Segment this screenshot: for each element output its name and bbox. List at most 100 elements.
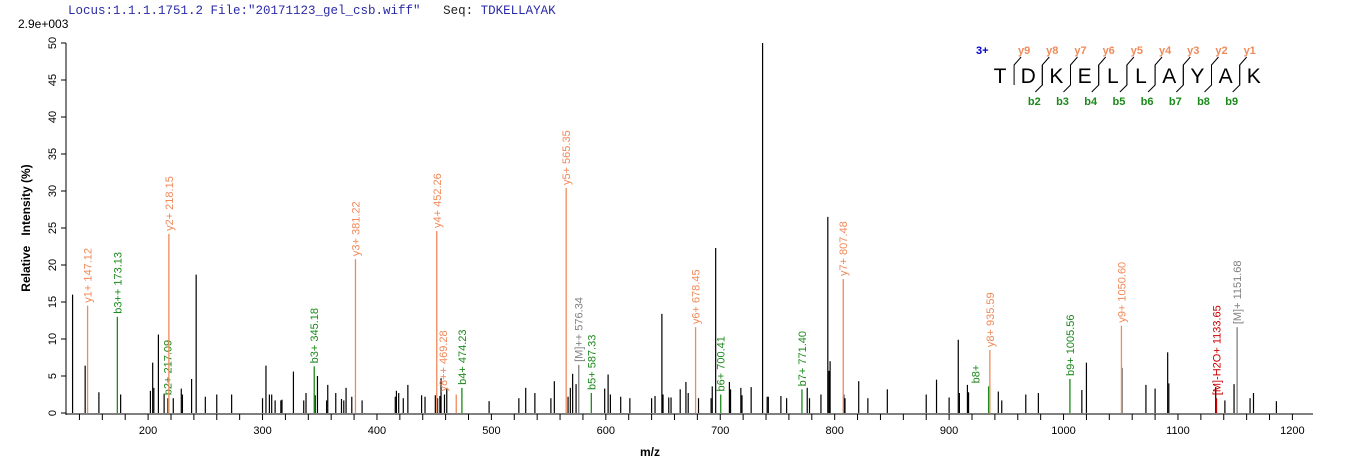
axes: 0 5 10 15 20 25 30 35 40 45 50 200 300 400 500 600 700 80… — [47, 37, 1313, 437]
peak-label: b5+ 587.33 — [586, 335, 598, 390]
b-ion-label: b5 — [1112, 96, 1125, 108]
b-ion-label: b9 — [1225, 96, 1238, 108]
x-tick-label: 1200 — [1280, 425, 1304, 437]
b-cleavage-mark — [1147, 65, 1156, 93]
residue: E — [1078, 65, 1092, 88]
x-tick-label: 500 — [482, 425, 500, 437]
y-ion-label: y8 — [1046, 45, 1058, 57]
peak-label: y8++ 469.28 — [438, 330, 450, 391]
y-tick-label: 30 — [47, 185, 59, 197]
y-axis-label: Relative Intensity (%) — [19, 164, 33, 291]
b-ion-label: b6 — [1141, 96, 1154, 108]
y-tick-label: 20 — [47, 259, 59, 271]
y-tick-label: 40 — [47, 111, 59, 123]
y-ion-label: y1 — [1244, 45, 1256, 57]
residue: L — [1135, 65, 1147, 88]
seq-label: Seq: — [443, 4, 481, 18]
x-tick-label: 1000 — [1051, 425, 1075, 437]
y-ion-label: y9 — [1018, 45, 1030, 57]
y-ion-label: y4 — [1159, 45, 1172, 57]
peak-label: b7+ 771.40 — [797, 331, 809, 386]
y-cleavage-mark — [1126, 56, 1135, 85]
peak-label: [M]++ 576.34 — [574, 297, 586, 362]
b-cleavage-mark — [1232, 65, 1241, 93]
y-tick-label: 15 — [47, 296, 59, 308]
residue: A — [1219, 65, 1233, 88]
peak-label: b3++ 173.13 — [112, 252, 124, 314]
x-tick-label: 700 — [711, 425, 729, 437]
peak-label: [M]+ 1151.68 — [1232, 260, 1244, 324]
x-tick-label: 300 — [253, 425, 271, 437]
x-tick-label: 600 — [597, 425, 615, 437]
peak-label: [M]-H2O+ 1133.65 — [1211, 305, 1223, 395]
x-axis-label: m/z — [640, 445, 660, 459]
peak-label: y7+ 807.48 — [838, 221, 850, 276]
residue: T — [994, 65, 1007, 88]
sequence-fragment-map: 3+T D K E L L A Y A Ky9 y8b2y7b3y6b4y5b5y4b6y3b7y2… — [976, 45, 1261, 108]
residue: K — [1247, 65, 1261, 88]
y-ion-label: y3 — [1187, 45, 1199, 57]
b-cleavage-mark — [1119, 65, 1128, 93]
y-cleavage-mark — [1154, 56, 1163, 85]
peak-label: y9+ 1050.60 — [1116, 262, 1128, 323]
y-cleavage-mark — [1182, 56, 1191, 85]
peak-label: b4+ 474.23 — [457, 329, 469, 384]
y-tick-label: 35 — [47, 148, 59, 160]
residue: K — [1049, 65, 1063, 88]
y-tick-label: 0 — [47, 410, 59, 416]
b-cleavage-mark — [1034, 65, 1043, 93]
y-cleavage-mark — [1070, 56, 1078, 85]
peak-label: y1+ 147.12 — [83, 248, 95, 303]
peak-label: y6+ 678.45 — [691, 269, 703, 324]
y-tick-label: 5 — [47, 373, 59, 379]
residue: A — [1162, 65, 1176, 88]
y-ion-label: y5 — [1131, 45, 1143, 57]
locus-file-text: Locus:1.1.1.1751.2 File:"20171123_gel_cs… — [68, 4, 421, 18]
y-cleavage-mark — [1098, 56, 1107, 85]
b-cleavage-mark — [1175, 65, 1184, 93]
y-tick-label: 10 — [47, 333, 59, 345]
b-ion-label: b3 — [1056, 96, 1069, 108]
residue: D — [1021, 65, 1036, 88]
b-cleavage-mark — [1091, 65, 1100, 93]
peak-label: y4+ 452.26 — [432, 173, 444, 228]
b-ion-label: b7 — [1169, 96, 1182, 108]
peak-label: b9+ 1005.56 — [1065, 314, 1077, 375]
spectrum-header: Locus:1.1.1.1751.2 File:"20171123_gel_cs… — [68, 4, 556, 18]
peak-label: y5+ 565.35 — [561, 130, 573, 185]
y-cleavage-mark — [1211, 56, 1219, 85]
x-tick-label: 900 — [940, 425, 958, 437]
x-tick-label: 1100 — [1166, 425, 1190, 437]
b-cleavage-mark — [1204, 65, 1212, 93]
y-tick-label: 50 — [47, 37, 59, 49]
b-ion-label: b2 — [1028, 96, 1041, 108]
b-ion-label: b4 — [1084, 96, 1098, 108]
peak-label: y3+ 381.22 — [350, 201, 362, 256]
y-tick-label: 25 — [47, 222, 59, 234]
peak-label: b3+ 345.18 — [309, 308, 321, 363]
peak-label: b6+ 700.41 — [716, 336, 728, 391]
b-ion-label: b8 — [1197, 96, 1210, 108]
peaks — [71, 43, 1277, 413]
y-cleavage-mark — [1239, 56, 1248, 85]
peak-label: y2+ 218.15 — [164, 176, 176, 231]
peak-label: y8+ 935.59 — [985, 292, 997, 347]
y-ion-label: y7 — [1074, 45, 1086, 57]
peak-label: b8+ — [971, 365, 983, 384]
residue: Y — [1190, 65, 1204, 88]
x-tick-label: 800 — [826, 425, 844, 437]
x-tick-label: 200 — [139, 425, 157, 437]
residue: L — [1107, 65, 1119, 88]
b-cleavage-mark — [1063, 65, 1071, 93]
y-ion-label: y2 — [1215, 45, 1227, 57]
charge-state: 3+ — [976, 45, 989, 57]
y-tick-label: 45 — [47, 74, 59, 86]
y-cleavage-mark — [1013, 56, 1022, 85]
y-cleavage-mark — [1041, 56, 1050, 85]
x-tick-label: 400 — [368, 425, 386, 437]
y-ion-label: y6 — [1103, 45, 1115, 57]
intensity-scale-label: 2.9e+003 — [18, 17, 69, 31]
seq-value: TDKELLAYAK — [480, 4, 556, 18]
